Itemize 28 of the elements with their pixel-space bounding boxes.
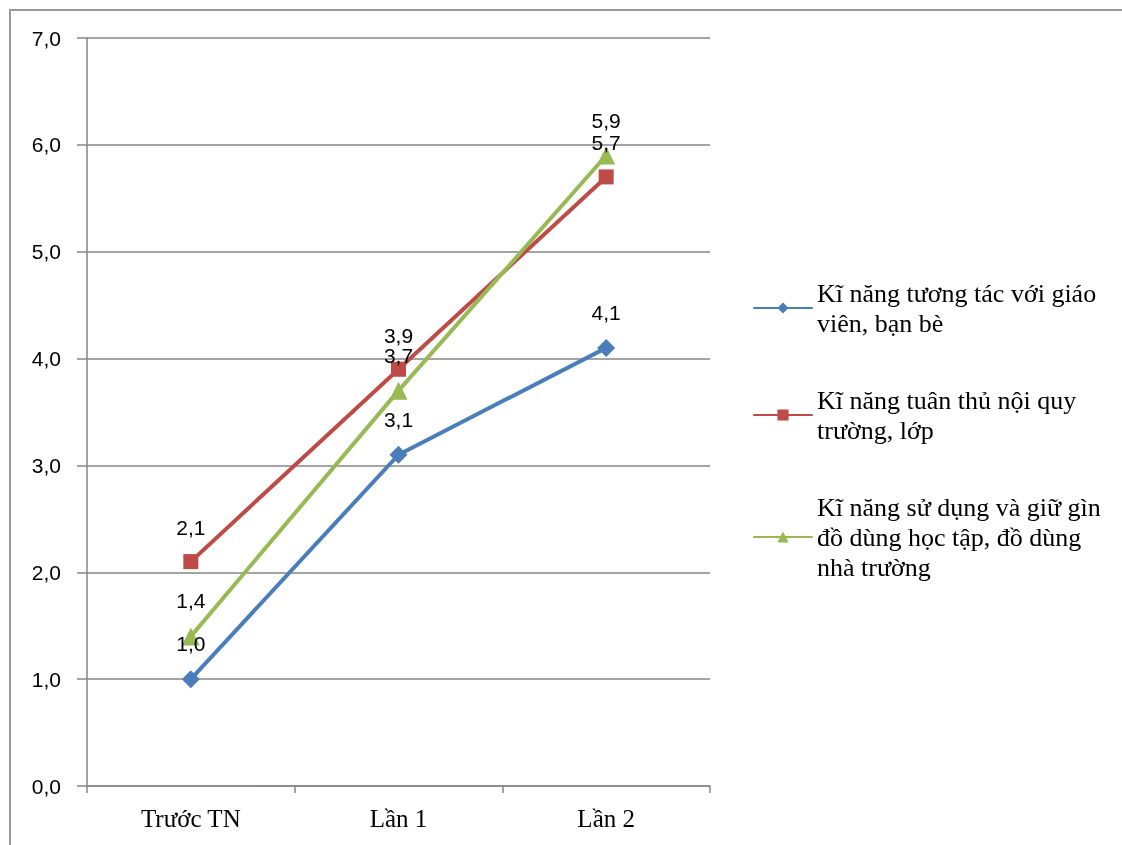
legend-label: Kĩ năng tương tác với giáo viên, bạn bè bbox=[817, 278, 1097, 338]
y-tick-label: 2,0 bbox=[31, 560, 61, 584]
point bbox=[597, 338, 616, 357]
point bbox=[389, 445, 408, 464]
point bbox=[181, 670, 200, 689]
data-label: 5,9 bbox=[591, 108, 621, 132]
x-tick-label: Trước TN bbox=[140, 805, 241, 832]
data-label: 1,4 bbox=[176, 589, 206, 613]
y-tick-label: 3,0 bbox=[31, 453, 61, 477]
data-label: 5,7 bbox=[591, 131, 621, 155]
x-tick-label: Lần 1 bbox=[369, 805, 428, 832]
y-tick-label: 5,0 bbox=[31, 240, 61, 264]
data-label: 1,0 bbox=[176, 632, 206, 656]
point bbox=[598, 169, 614, 185]
y-tick-label: 1,0 bbox=[31, 667, 61, 691]
y-tick-label: 0,0 bbox=[31, 774, 61, 798]
y-tick-label: 4,0 bbox=[31, 347, 61, 371]
data-label: 2,1 bbox=[176, 516, 206, 540]
data-label: 3,9 bbox=[383, 323, 414, 347]
data-label: 3,1 bbox=[383, 407, 414, 431]
legend-label: Kĩ năng sử dụng và giữ gìn đồ dùng học tập, đồ dùng nhà trường bbox=[817, 492, 1101, 582]
legend-label: Kĩ năng tuân thủ nội quy trường, lớp bbox=[817, 385, 1077, 445]
point bbox=[183, 554, 199, 570]
point bbox=[389, 381, 408, 400]
x-tick-label: Lần 2 bbox=[577, 805, 635, 832]
data-label: 4,1 bbox=[591, 300, 621, 324]
y-tick-label: 7,0 bbox=[31, 26, 61, 50]
y-tick-label: 6,0 bbox=[31, 133, 61, 157]
